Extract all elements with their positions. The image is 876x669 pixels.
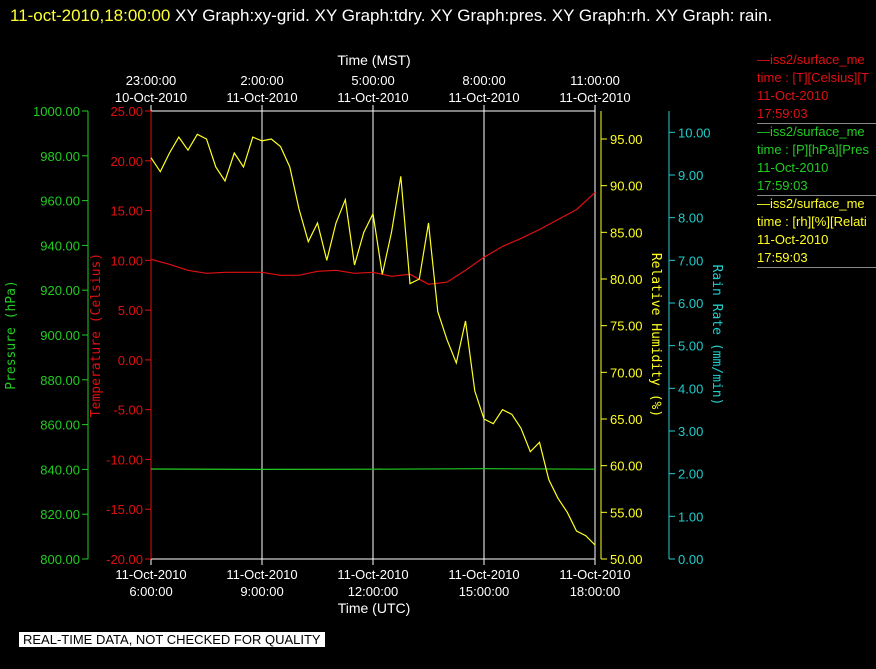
pressure-tick-label: 960.00 — [40, 194, 80, 209]
pressure-tick-label: 800.00 — [40, 552, 80, 567]
humidity-tick-label: 95.00 — [610, 132, 643, 147]
rain-tick-label: 0.00 — [678, 552, 703, 567]
x2-tick-label-date: 11-Oct-2010 — [448, 90, 519, 105]
rain-tick-label: 8.00 — [678, 211, 703, 226]
pressure-tick-label: 1000.00 — [33, 104, 80, 119]
legend-date: 11-Oct-2010 — [757, 88, 829, 103]
x-tick-label-time: 12:00:00 — [348, 584, 399, 599]
pressure-tick-label: 860.00 — [40, 418, 80, 433]
humidity-tick-label: 85.00 — [610, 225, 643, 240]
legend-date: 11-Oct-2010 — [757, 160, 829, 175]
x2-axis-title: Time (MST) — [337, 52, 410, 68]
rain-tick-label: 1.00 — [678, 509, 703, 524]
temperature-tick-label: 15.00 — [110, 204, 143, 219]
axis-labels: 11-Oct-2010 6:00:00 11-Oct-2010 9:00:00 11-O… — [4, 52, 724, 616]
page-header: 11-oct-2010,18:00:00 XY Graph:xy-grid. X… — [10, 3, 870, 28]
pressure-tick-label: 980.00 — [40, 149, 80, 164]
humidity-tick-label: 50.00 — [610, 552, 643, 567]
pressure-tick-label: 820.00 — [40, 507, 80, 522]
rain-tick-label: 7.00 — [678, 253, 703, 268]
legend-variable: time : [P][hPa][Pres — [757, 142, 869, 157]
graph-list: XY Graph:xy-grid. XY Graph:tdry. XY Grap… — [175, 6, 773, 25]
legend-source: —iss2/surface_me — [757, 196, 865, 211]
temperature-tick-label: -5.00 — [113, 403, 143, 418]
legend-source: —iss2/surface_me — [757, 52, 865, 67]
x-axis-title: Time (UTC) — [338, 600, 411, 616]
legend-time: 17:59:03 — [757, 250, 808, 265]
rain-tick-label: 10.00 — [678, 125, 711, 140]
x-tick-label-time: 18:00:00 — [570, 584, 621, 599]
x2-tick-label-date: 11-Oct-2010 — [226, 90, 297, 105]
x2-tick-label-time: 23:00:00 — [126, 73, 177, 88]
pressure-tick-label: 920.00 — [40, 283, 80, 298]
rain-tick-label: 5.00 — [678, 339, 703, 354]
x2-tick-label-time: 11:00:00 — [570, 73, 620, 88]
humidity-tick-label: 90.00 — [610, 179, 643, 194]
x-tick-label-date: 11-Oct-2010 — [448, 567, 519, 582]
x2-tick-label-date: 11-Oct-2010 — [337, 90, 408, 105]
x-tick-label-date: 11-Oct-2010 — [559, 567, 630, 582]
legend-entry-pressure[interactable]: —iss2/surface_me time : [P][hPa][Pres 11… — [757, 123, 876, 196]
legend-time: 17:59:03 — [757, 178, 808, 193]
x2-tick-label-date: 10-Oct-2010 — [115, 90, 187, 105]
plot-area — [150, 133, 596, 546]
pressure-tick-label: 900.00 — [40, 328, 80, 343]
humidity-tick-label: 80.00 — [610, 272, 643, 287]
temperature-tick-label: 0.00 — [118, 353, 143, 368]
humidity-tick-label: 75.00 — [610, 319, 643, 334]
pressure-tick-label: 880.00 — [40, 373, 80, 388]
temperature-axis-title: Temperature (Celsius) — [89, 253, 104, 417]
x-tick-label-time: 15:00:00 — [459, 584, 510, 599]
x-tick-label-date: 11-Oct-2010 — [226, 567, 297, 582]
axes — [82, 105, 675, 565]
legend-time: 17:59:03 — [757, 106, 808, 121]
temperature-tick-label: 10.00 — [110, 253, 143, 268]
legend-entry-humidity[interactable]: —iss2/surface_me time : [rh][%][Relati 1… — [757, 195, 876, 268]
temperature-tick-label: 20.00 — [110, 154, 143, 169]
x-tick-label-date: 11-Oct-2010 — [337, 567, 408, 582]
x2-tick-label-time: 2:00:00 — [240, 73, 283, 88]
temperature-tick-label: -15.00 — [106, 502, 143, 517]
pressure-axis-title: Pressure (hPa) — [4, 280, 19, 390]
rain-tick-label: 4.00 — [678, 381, 703, 396]
pressure-tick-label: 840.00 — [40, 462, 80, 477]
rain-tick-label: 6.00 — [678, 296, 703, 311]
legend-date: 11-Oct-2010 — [757, 232, 829, 247]
pressure-series-line — [150, 468, 596, 470]
humidity-series-line — [150, 133, 596, 546]
x2-tick-label-time: 8:00:00 — [462, 73, 505, 88]
humidity-axis-title: Relative Humidity (%) — [648, 253, 663, 417]
x-tick-label-time: 6:00:00 — [129, 584, 172, 599]
legend-entry-temperature[interactable]: —iss2/surface_me time : [T][Celsius][T 1… — [757, 51, 876, 124]
temperature-series-line — [150, 192, 596, 285]
x2-tick-label-time: 5:00:00 — [351, 73, 394, 88]
legend-source: —iss2/surface_me — [757, 124, 865, 139]
legend-variable: time : [T][Celsius][T — [757, 70, 869, 85]
timestamp: 11-oct-2010,18:00:00 — [10, 6, 171, 25]
rain-tick-label: 3.00 — [678, 424, 703, 439]
pressure-tick-label: 940.00 — [40, 238, 80, 253]
rain-axis-title: Rain Rate (mm/min) — [709, 265, 724, 406]
legend-variable: time : [rh][%][Relati — [757, 214, 867, 229]
x-tick-label-date: 11-Oct-2010 — [115, 567, 186, 582]
x-tick-label-time: 9:00:00 — [240, 584, 283, 599]
humidity-tick-label: 65.00 — [610, 412, 643, 427]
quality-warning: REAL-TIME DATA, NOT CHECKED FOR QUALITY — [19, 632, 325, 647]
rain-tick-label: 2.00 — [678, 467, 703, 482]
temperature-tick-label: 25.00 — [110, 104, 143, 119]
humidity-tick-label: 55.00 — [610, 505, 643, 520]
temperature-tick-label: -10.00 — [106, 452, 143, 467]
temperature-tick-label: 5.00 — [118, 303, 143, 318]
humidity-tick-label: 60.00 — [610, 459, 643, 474]
x2-tick-label-date: 11-Oct-2010 — [559, 90, 630, 105]
rain-tick-label: 9.00 — [678, 168, 703, 183]
grid — [150, 110, 596, 560]
humidity-tick-label: 70.00 — [610, 365, 643, 380]
temperature-tick-label: -20.00 — [106, 552, 143, 567]
